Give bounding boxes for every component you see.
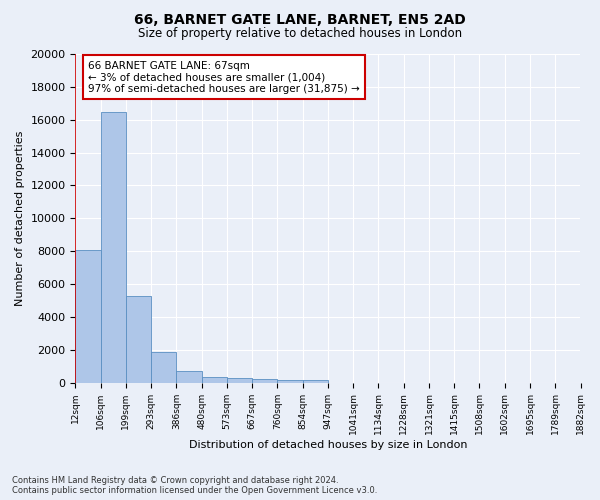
Bar [202,377,227,382]
Bar [252,379,277,382]
Bar [302,380,328,382]
X-axis label: Distribution of detached houses by size in London: Distribution of detached houses by size … [189,440,467,450]
Bar [101,112,126,382]
Bar [227,378,252,382]
Text: 66, BARNET GATE LANE, BARNET, EN5 2AD: 66, BARNET GATE LANE, BARNET, EN5 2AD [134,12,466,26]
Text: Size of property relative to detached houses in London: Size of property relative to detached ho… [138,28,462,40]
Bar [176,371,202,382]
Bar [76,250,101,382]
Y-axis label: Number of detached properties: Number of detached properties [15,130,25,306]
Bar [126,296,151,382]
Bar [151,352,176,382]
Text: Contains HM Land Registry data © Crown copyright and database right 2024.
Contai: Contains HM Land Registry data © Crown c… [12,476,377,495]
Text: 66 BARNET GATE LANE: 67sqm
← 3% of detached houses are smaller (1,004)
97% of se: 66 BARNET GATE LANE: 67sqm ← 3% of detac… [88,60,360,94]
Bar [277,380,302,382]
